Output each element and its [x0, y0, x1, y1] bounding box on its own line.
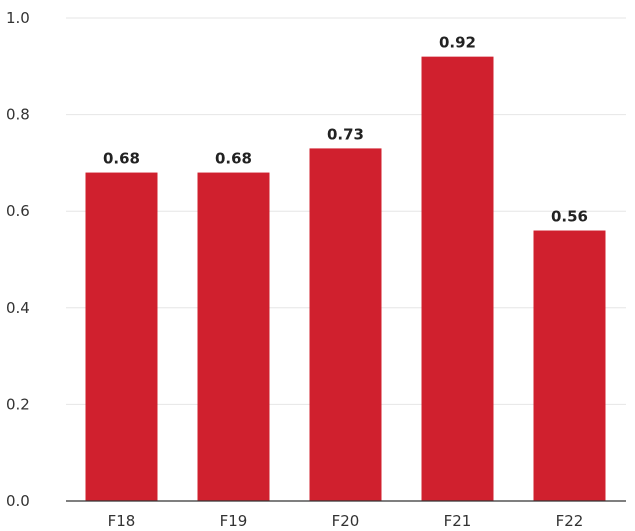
y-tick-label: 1.0 [6, 9, 30, 27]
labels: 0.0 0.2 0.4 0.6 0.8 1.0 0.68 F18 0.68 F19 0.73 F20 0… [6, 9, 588, 530]
data-label: 0.73 [327, 125, 364, 143]
data-label: 0.56 [551, 208, 588, 226]
bar-f18 [85, 172, 158, 501]
y-tick-label: 0.2 [6, 395, 30, 413]
y-tick-label: 0.0 [6, 492, 30, 510]
y-tick-label: 0.8 [6, 106, 30, 124]
bar-f21 [421, 56, 494, 501]
x-tick-label: F19 [220, 512, 248, 530]
x-tick-label: F21 [444, 512, 472, 530]
bar-f22 [533, 230, 606, 501]
y-tick-label: 0.6 [6, 202, 30, 220]
bar-f20 [309, 148, 382, 501]
y-tick-label: 0.4 [6, 299, 30, 317]
bar-f19 [197, 172, 270, 501]
data-label: 0.68 [215, 150, 252, 168]
data-label: 0.92 [439, 34, 476, 52]
x-tick-label: F22 [556, 512, 584, 530]
data-label: 0.68 [103, 150, 140, 168]
x-tick-label: F20 [332, 512, 360, 530]
x-tick-label: F18 [108, 512, 136, 530]
bars [85, 56, 606, 501]
